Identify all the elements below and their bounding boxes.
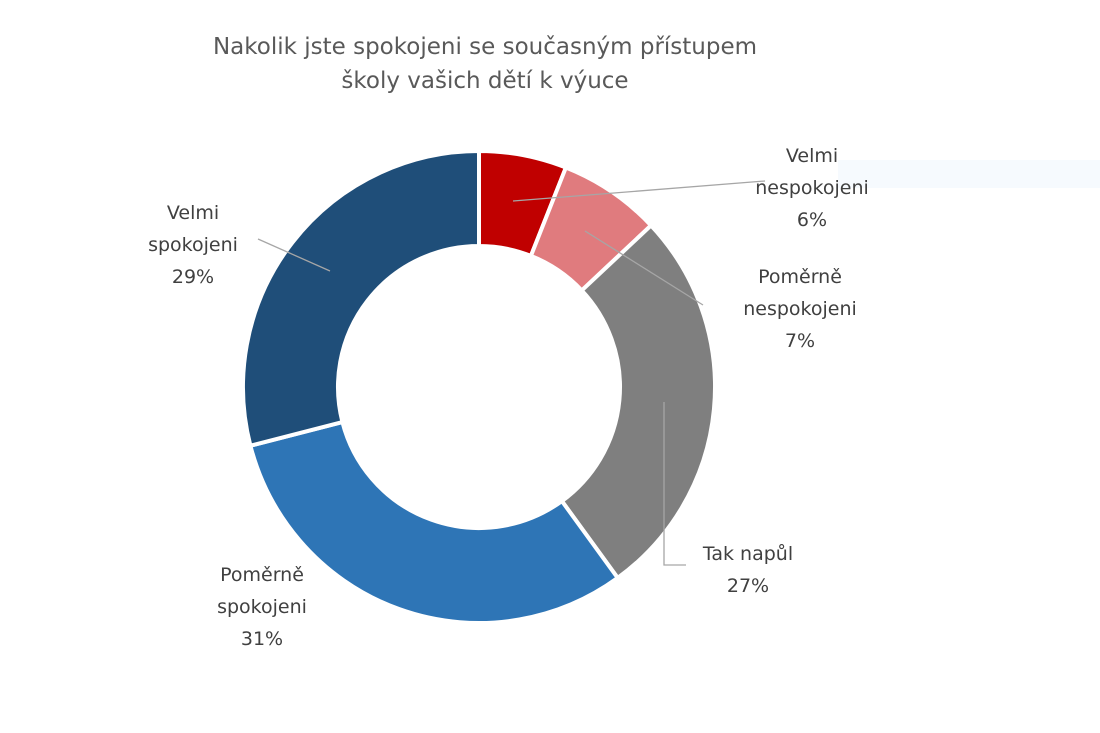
donut-slice-velmi-spokojeni xyxy=(241,148,481,449)
leader-line-tak-napul xyxy=(663,402,686,566)
data-label-pomerne-nespokojeni: Poměrně nespokojeni 7% xyxy=(743,266,857,352)
data-label-tak-napul: Tak napůl 27% xyxy=(702,543,793,597)
data-label-pomerne-spokojeni: Poměrně spokojeni 31% xyxy=(217,564,307,650)
faint-overlay-strip xyxy=(838,160,1100,188)
leader-line-pomerne-nespokojeni xyxy=(584,230,704,306)
leader-line-velmi-nespokojeni xyxy=(512,180,766,202)
donut-slice-tak-napul xyxy=(559,222,717,581)
leader-line-velmi-spokojeni xyxy=(257,238,331,272)
chart-title-line-2: školy vašich dětí k výuce xyxy=(341,68,629,94)
donut-slice-pomerne-spokojeni xyxy=(247,419,621,625)
data-label-velmi-nespokojeni: Velmi nespokojeni 6% xyxy=(755,145,869,231)
data-label-velmi-spokojeni: Velmi spokojeni 29% xyxy=(148,202,238,288)
chart-title: Nakolik jste spokojeni se současným přís… xyxy=(0,30,970,98)
chart-title-line-1: Nakolik jste spokojeni se současným přís… xyxy=(212,34,758,60)
